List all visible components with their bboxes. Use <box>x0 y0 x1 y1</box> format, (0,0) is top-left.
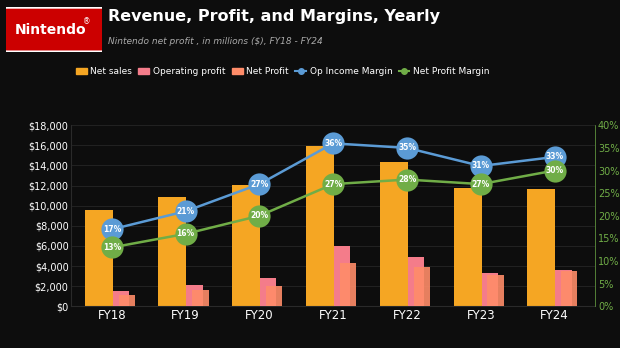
Bar <box>482 273 498 306</box>
Bar <box>84 210 113 306</box>
Bar <box>528 189 556 306</box>
Text: Nintendo: Nintendo <box>15 23 86 37</box>
Text: 16%: 16% <box>177 229 195 238</box>
Bar <box>453 188 482 306</box>
Text: ®: ® <box>83 17 91 26</box>
Bar <box>192 291 208 306</box>
Text: 27%: 27% <box>250 180 268 189</box>
Text: 27%: 27% <box>472 180 490 189</box>
Text: 36%: 36% <box>324 139 342 148</box>
Bar <box>334 246 350 306</box>
Bar <box>556 270 572 306</box>
Legend: Net sales, Operating profit, Net Profit, Op Income Margin, Net Profit Margin: Net sales, Operating profit, Net Profit,… <box>76 67 490 76</box>
FancyBboxPatch shape <box>1 7 108 52</box>
Text: 30%: 30% <box>546 166 564 175</box>
Bar <box>232 185 260 306</box>
Bar <box>113 291 129 306</box>
Text: Revenue, Profit, and Margins, Yearly: Revenue, Profit, and Margins, Yearly <box>108 9 440 24</box>
Text: 28%: 28% <box>398 175 416 184</box>
Bar <box>266 285 282 306</box>
Text: 35%: 35% <box>398 143 416 152</box>
Text: Nintendo net profit , in millions ($), FY18 - FY24: Nintendo net profit , in millions ($), F… <box>108 37 323 46</box>
Bar <box>187 285 203 306</box>
Text: 20%: 20% <box>250 211 268 220</box>
Bar <box>306 146 334 306</box>
Bar <box>118 295 135 306</box>
Bar <box>379 161 408 306</box>
Bar <box>340 263 356 306</box>
Bar <box>487 275 503 306</box>
Text: 17%: 17% <box>103 225 121 234</box>
Bar <box>158 197 187 306</box>
Bar <box>561 271 577 306</box>
Bar <box>260 278 277 306</box>
Text: 31%: 31% <box>472 161 490 171</box>
Text: 21%: 21% <box>177 207 195 216</box>
Text: 27%: 27% <box>324 180 342 189</box>
Text: 33%: 33% <box>546 152 564 161</box>
Text: 13%: 13% <box>103 243 121 252</box>
Bar <box>408 257 424 306</box>
Bar <box>414 267 430 306</box>
